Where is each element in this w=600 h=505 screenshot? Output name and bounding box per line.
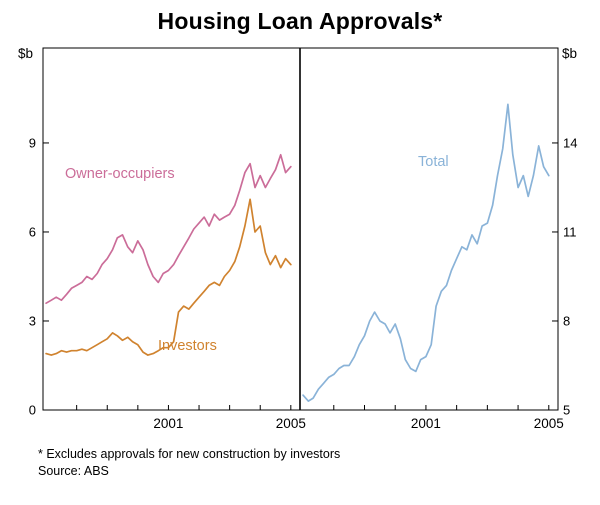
- y-axis-unit-right: $b: [562, 46, 578, 61]
- svg-text:6: 6: [29, 224, 36, 239]
- svg-text:8: 8: [563, 313, 570, 328]
- svg-text:0: 0: [29, 403, 36, 418]
- chart-source: Source: ABS: [38, 464, 109, 478]
- svg-text:2005: 2005: [534, 416, 564, 431]
- chart-footnote: * Excludes approvals for new constructio…: [38, 447, 341, 461]
- svg-text:2001: 2001: [153, 416, 183, 431]
- svg-text:5: 5: [563, 403, 570, 418]
- svg-text:14: 14: [563, 135, 577, 150]
- svg-text:Total: Total: [418, 154, 449, 170]
- svg-text:3: 3: [29, 313, 36, 328]
- chart-title: Housing Loan Approvals*: [157, 8, 443, 34]
- svg-text:2001: 2001: [411, 416, 441, 431]
- y-axis-unit-left: $b: [18, 46, 34, 61]
- svg-text:11: 11: [563, 224, 577, 239]
- svg-text:2005: 2005: [276, 416, 306, 431]
- svg-text:Owner-occupiers: Owner-occupiers: [65, 166, 175, 182]
- svg-text:Investors: Investors: [158, 338, 217, 354]
- svg-text:9: 9: [29, 135, 36, 150]
